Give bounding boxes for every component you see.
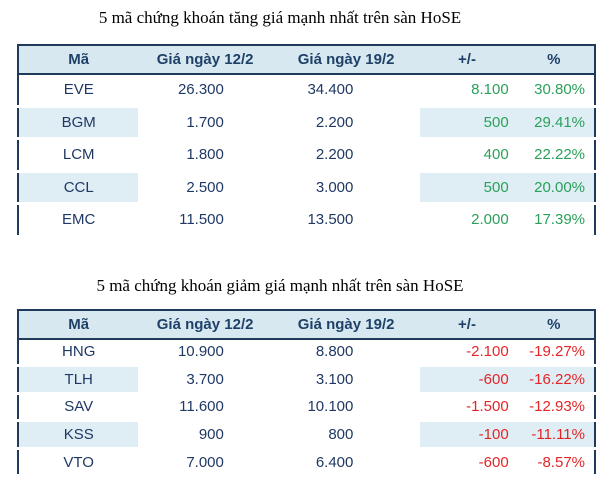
price-12-2-cell: 1.800 bbox=[138, 138, 272, 173]
percent-cell: 22.22% bbox=[513, 138, 595, 173]
stock-code-cell: CCL bbox=[18, 171, 139, 205]
price-19-2-cell: 3.100 bbox=[271, 365, 421, 395]
table-row: LCM 1.800 2.200 400 22.22% bbox=[18, 138, 595, 173]
stock-code-cell: SAV bbox=[18, 393, 139, 423]
price-19-2-cell: 10.100 bbox=[271, 393, 421, 423]
price-19-2-cell: 8.800 bbox=[271, 338, 421, 368]
change-cell: -600 bbox=[420, 365, 514, 395]
column-header-change: +/- bbox=[420, 45, 514, 75]
change-cell: -1.500 bbox=[420, 393, 514, 423]
price-12-2-cell: 1.700 bbox=[138, 106, 272, 140]
change-cell: 8.100 bbox=[420, 74, 514, 108]
stock-code-cell: EMC bbox=[18, 203, 139, 238]
price-12-2-cell: 11.500 bbox=[138, 203, 272, 238]
table-row: CCL 2.500 3.000 500 20.00% bbox=[18, 171, 595, 205]
price-19-2-cell: 34.400 bbox=[271, 74, 421, 108]
change-cell: -2.100 bbox=[420, 338, 514, 368]
price-12-2-cell: 900 bbox=[138, 420, 272, 450]
stock-code-cell: BGM bbox=[18, 106, 139, 140]
table-row: BGM 1.700 2.200 500 29.41% bbox=[18, 106, 595, 140]
change-cell: -600 bbox=[420, 448, 514, 478]
stock-code-cell: HNG bbox=[18, 338, 139, 368]
price-19-2-cell: 2.200 bbox=[271, 138, 421, 173]
percent-cell: -12.93% bbox=[513, 393, 595, 423]
losers-header-row: Mã Giá ngày 12/2 Giá ngày 19/2 +/- % bbox=[18, 309, 595, 340]
price-19-2-cell: 13.500 bbox=[271, 203, 421, 238]
price-12-2-cell: 26.300 bbox=[138, 74, 272, 108]
percent-cell: 30.80% bbox=[513, 74, 595, 108]
losers-table: Mã Giá ngày 12/2 Giá ngày 19/2 +/- % HNG… bbox=[17, 308, 596, 478]
column-header-percent: % bbox=[513, 309, 595, 340]
column-header-price-19-2: Giá ngày 19/2 bbox=[271, 309, 421, 340]
table-row: EMC 11.500 13.500 2.000 17.39% bbox=[18, 203, 595, 238]
stock-code-cell: KSS bbox=[18, 420, 139, 450]
percent-cell: 20.00% bbox=[513, 171, 595, 205]
column-header-price-12-2: Giá ngày 12/2 bbox=[138, 45, 272, 75]
change-cell: 2.000 bbox=[420, 203, 514, 238]
column-header-percent: % bbox=[513, 45, 595, 75]
losers-table-title: 5 mã chứng khoán giảm giá mạnh nhất trên… bbox=[96, 275, 464, 295]
table-row: VTO 7.000 6.400 -600 -8.57% bbox=[18, 448, 595, 478]
table-row: HNG 10.900 8.800 -2.100 -19.27% bbox=[18, 338, 595, 368]
price-19-2-cell: 6.400 bbox=[271, 448, 421, 478]
stock-code-cell: VTO bbox=[18, 448, 139, 478]
table-row: TLH 3.700 3.100 -600 -16.22% bbox=[18, 365, 595, 395]
table-row: EVE 26.300 34.400 8.100 30.80% bbox=[18, 74, 595, 108]
price-12-2-cell: 11.600 bbox=[138, 393, 272, 423]
stock-code-cell: LCM bbox=[18, 138, 139, 173]
column-header-change: +/- bbox=[420, 309, 514, 340]
gainers-table-title: 5 mã chứng khoán tăng giá mạnh nhất trên… bbox=[98, 8, 462, 27]
percent-cell: -19.27% bbox=[513, 338, 595, 368]
percent-cell: -8.57% bbox=[513, 448, 595, 478]
column-header-price-12-2: Giá ngày 12/2 bbox=[138, 309, 272, 340]
price-19-2-cell: 800 bbox=[271, 420, 421, 450]
change-cell: -100 bbox=[420, 420, 514, 450]
price-12-2-cell: 2.500 bbox=[138, 171, 272, 205]
price-19-2-cell: 2.200 bbox=[271, 106, 421, 140]
percent-cell: -16.22% bbox=[513, 365, 595, 395]
column-header-price-19-2: Giá ngày 19/2 bbox=[271, 45, 421, 75]
gainers-header-row: Mã Giá ngày 12/2 Giá ngày 19/2 +/- % bbox=[18, 45, 595, 75]
percent-cell: -11.11% bbox=[513, 420, 595, 450]
percent-cell: 17.39% bbox=[513, 203, 595, 238]
column-header-code: Mã bbox=[18, 309, 139, 340]
price-19-2-cell: 3.000 bbox=[271, 171, 421, 205]
column-header-code: Mã bbox=[18, 45, 139, 75]
stock-code-cell: TLH bbox=[18, 365, 139, 395]
gainers-table: Mã Giá ngày 12/2 Giá ngày 19/2 +/- % EVE… bbox=[17, 44, 596, 238]
change-cell: 400 bbox=[420, 138, 514, 173]
change-cell: 500 bbox=[420, 171, 514, 205]
price-12-2-cell: 7.000 bbox=[138, 448, 272, 478]
table-row: KSS 900 800 -100 -11.11% bbox=[18, 420, 595, 450]
price-12-2-cell: 3.700 bbox=[138, 365, 272, 395]
percent-cell: 29.41% bbox=[513, 106, 595, 140]
change-cell: 500 bbox=[420, 106, 514, 140]
stock-code-cell: EVE bbox=[18, 74, 139, 108]
price-12-2-cell: 10.900 bbox=[138, 338, 272, 368]
table-row: SAV 11.600 10.100 -1.500 -12.93% bbox=[18, 393, 595, 423]
